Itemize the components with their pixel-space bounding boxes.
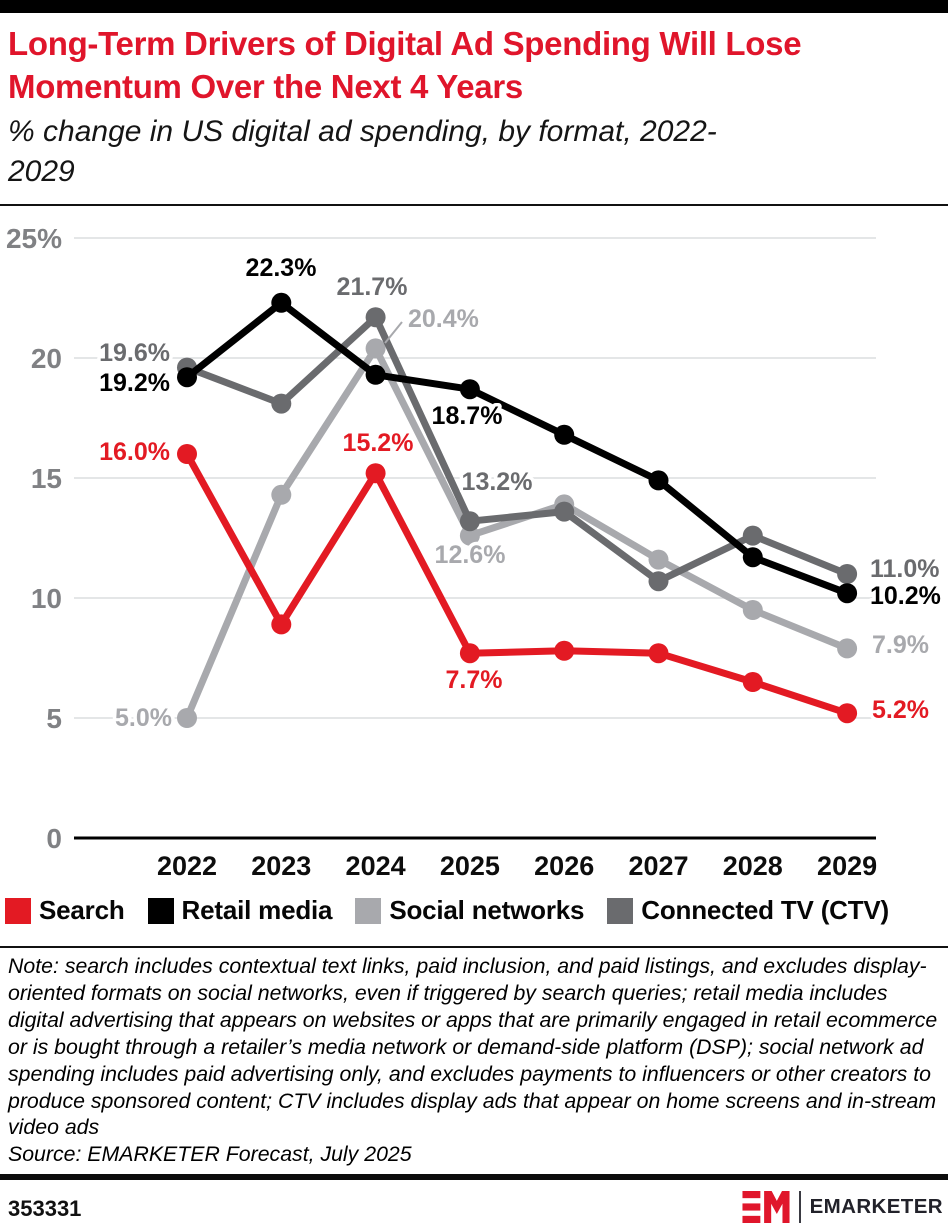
search-point-2025 (459, 643, 480, 664)
ctv-data-label-2022: 19.6% (99, 339, 170, 367)
legend-swatch-search (5, 897, 31, 924)
social-data-label-2024: 20.4% (408, 305, 479, 333)
header-divider (0, 204, 948, 206)
legend-item-ctv: Connected TV (CTV) (607, 895, 889, 926)
page-subtitle: % change in US digital ad spending, by f… (8, 115, 717, 188)
note-divider (0, 946, 948, 948)
emarketer-logo: EMARKETER (742, 1188, 943, 1226)
legend-item-social: Social networks (355, 895, 584, 926)
search-data-label-2024: 15.2% (343, 429, 414, 457)
chart-id: 353331 (8, 1196, 82, 1221)
y-tick-label-20: 20 (31, 343, 62, 374)
chart-svg: 25% 20 15 10 5 0 2022 2023 2024 2025 2026 2027 2028 2… (6, 223, 944, 881)
y-tick-label-10: 10 (31, 583, 62, 614)
search-data-label-2029: 5.2% (872, 696, 929, 724)
ctv-data-label-2025: 13.2% (462, 468, 533, 496)
ctv-point-2027 (648, 571, 669, 592)
retail-point-2022 (177, 367, 197, 388)
social-data-label-2029: 7.9% (872, 631, 929, 659)
x-tick-label-2026: 2026 (534, 851, 594, 881)
ctv-point-2025 (459, 511, 480, 532)
y-tick-label-25: 25% (6, 223, 62, 254)
legend-label-search: Search (39, 895, 125, 925)
retail-data-label-2022: 19.2% (99, 369, 170, 397)
legend-swatch-retail (147, 897, 174, 924)
footer-divider (0, 1174, 948, 1180)
y-tick-label-5: 5 (46, 703, 62, 734)
page-title: Long-Term Drivers of Digital Ad Spending… (8, 25, 802, 105)
search-data-label-2022: 16.0% (99, 438, 170, 466)
retail-data-label-2025: 18.7% (432, 402, 503, 430)
ctv-point-2026 (554, 501, 575, 522)
search-point-2027 (648, 643, 669, 664)
legend-item-search: Search (5, 895, 125, 926)
social-point-2025 (459, 525, 480, 546)
search-point-2024 (365, 463, 386, 484)
note-block: Note: search includes contextual text li… (8, 953, 942, 1168)
search-point-2022 (177, 444, 197, 464)
social-label-callout (384, 321, 403, 344)
legend-label-retail: Retail media (181, 895, 333, 925)
retail-point-2028 (742, 547, 763, 568)
em-logo-mark (742, 1191, 790, 1223)
retail-line (183, 299, 851, 597)
retail-data-label-2023: 22.3% (246, 254, 317, 282)
ctv-data-label-2024: 21.7% (337, 273, 408, 301)
retail-point-2026 (554, 424, 575, 445)
social-point-2024 (365, 338, 386, 359)
search-data-label-2025: 7.7% (446, 666, 503, 694)
top-black-bar (0, 0, 948, 13)
social-data-label-2022: 5.0% (115, 704, 172, 732)
ctv-point-2028 (742, 525, 763, 546)
retail-point-2027 (648, 470, 669, 491)
social-point-2027 (648, 549, 669, 570)
legend: Search Retail media Social networks Connect… (5, 895, 889, 926)
social-point-2029 (837, 638, 858, 659)
x-tick-label-2025: 2025 (440, 851, 500, 881)
search-line (183, 450, 851, 717)
x-tick-label-2028: 2028 (723, 851, 783, 881)
legend-label-ctv: Connected TV (CTV) (641, 895, 890, 925)
x-tick-label-2024: 2024 (346, 851, 406, 881)
search-point-2028 (742, 672, 763, 692)
x-tick-label-2027: 2027 (628, 851, 688, 881)
x-tick-label-2022: 2022 (157, 851, 217, 881)
y-tick-label-15: 15 (31, 463, 62, 494)
y-tick-label-0: 0 (46, 823, 62, 854)
retail-point-2023 (271, 292, 292, 313)
legend-item-retail: Retail media (147, 895, 333, 926)
social-point-2022 (177, 708, 197, 728)
note-text: Note: search includes contextual text li… (8, 954, 938, 1140)
retail-point-2029 (837, 583, 858, 604)
logo-divider (798, 1191, 801, 1223)
search-point-2026 (554, 640, 575, 661)
ctv-point-2023 (271, 393, 292, 414)
brand-name: EMARKETER (809, 1195, 943, 1218)
social-line (183, 344, 851, 722)
legend-swatch-ctv (607, 897, 634, 924)
ctv-point-2029 (837, 564, 858, 584)
retail-data-label-2029: 10.2% (870, 582, 941, 610)
retail-point-2024 (365, 364, 386, 385)
ctv-data-label-2029: 11.0% (870, 555, 940, 583)
header: Long-Term Drivers of Digital Ad Spending… (8, 13, 944, 192)
x-tick-label-2029: 2029 (817, 851, 877, 881)
retail-point-2025 (459, 379, 480, 400)
x-tick-label-2023: 2023 (251, 851, 311, 881)
search-point-2029 (837, 703, 858, 724)
legend-swatch-social (355, 897, 382, 924)
social-data-label-2025: 12.6% (435, 541, 506, 569)
ctv-point-2024 (365, 307, 386, 328)
search-point-2023 (271, 614, 292, 635)
source-text: Source: EMARKETER Forecast, July 2025 (8, 1142, 412, 1167)
social-point-2028 (742, 600, 763, 620)
legend-label-social: Social networks (389, 895, 585, 925)
social-point-2023 (271, 484, 292, 505)
